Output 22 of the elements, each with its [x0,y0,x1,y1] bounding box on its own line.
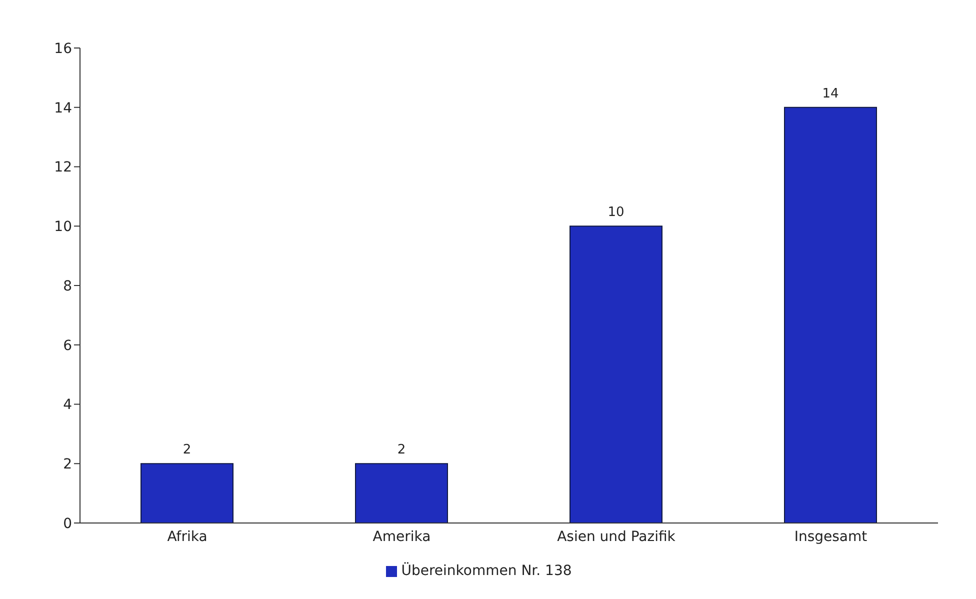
data-label: 2 [182,442,192,458]
x-tick-label: Asien und Pazifik [557,528,676,545]
x-tick-label: Insgesamt [794,528,868,545]
legend-label: Übereinkommen Nr. 138 [401,563,572,579]
x-tick-label: Amerika [372,528,431,545]
y-tick-label: 2 [63,456,72,473]
y-tick-label: 0 [63,516,72,532]
data-label: 14 [822,86,839,102]
y-tick-label: 12 [54,160,72,176]
y-tick-label: 16 [54,40,72,57]
y-tick-label: 10 [54,219,72,236]
bar [784,106,877,523]
y-tick-label: 6 [63,338,72,354]
y-tick-label: 4 [63,397,72,414]
y-tick-label: 14 [54,100,72,116]
bar [140,463,234,523]
y-tick-label: 8 [63,278,72,294]
bar [570,226,662,523]
data-label: 2 [397,442,406,458]
bar [355,463,448,523]
data-label: 10 [608,205,624,220]
x-tick-label: Afrika [167,528,208,545]
